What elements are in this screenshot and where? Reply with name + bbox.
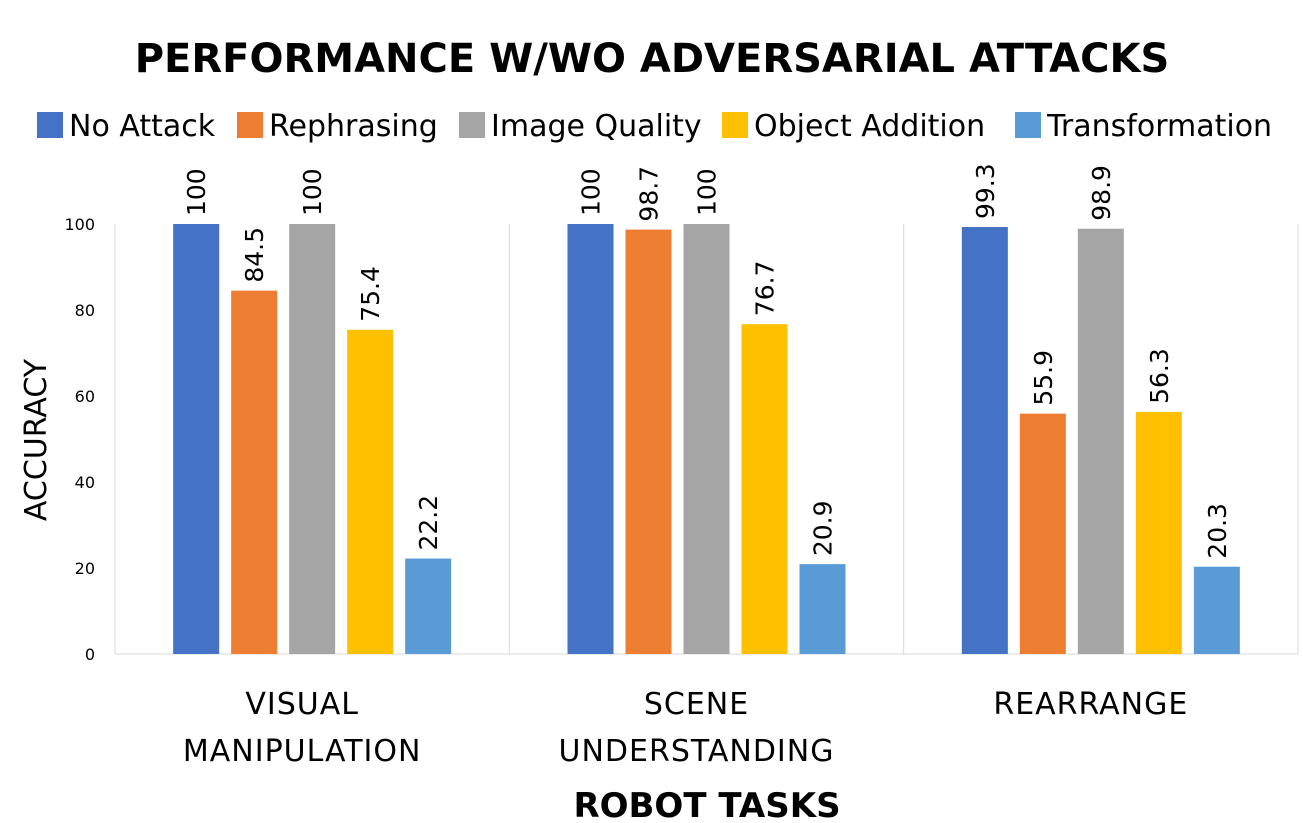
x-axis-title: ROBOT TASKS	[573, 786, 840, 823]
legend-label: No Attack	[69, 109, 216, 144]
category-label: VISUAL	[245, 687, 359, 722]
data-label: 100	[577, 168, 606, 216]
bar	[173, 224, 220, 654]
legend-label: Object Addition	[754, 109, 985, 144]
legend-label: Rephrasing	[269, 109, 438, 144]
data-label: 20.9	[809, 500, 838, 556]
category-label: MANIPULATION	[183, 734, 422, 769]
bar	[231, 290, 278, 654]
category-label: SCENE	[644, 687, 749, 722]
y-axis-title: ACCURACY	[19, 358, 54, 521]
bar	[683, 224, 730, 654]
data-label: 84.5	[240, 227, 269, 283]
legend-label: Image Quality	[491, 109, 702, 144]
chart-title: PERFORMANCE W/WO ADVERSARIAL ATTACKS	[135, 36, 1170, 82]
bar	[405, 558, 452, 654]
y-tick-label: 60	[75, 387, 95, 406]
y-tick-label: 100	[64, 215, 95, 234]
data-label: 75.4	[356, 266, 385, 322]
y-tick-label: 0	[85, 645, 95, 664]
y-tick-label: 80	[75, 301, 95, 320]
y-tick-label: 40	[75, 473, 95, 492]
legend-item: Image Quality	[459, 109, 702, 144]
data-label: 100	[693, 168, 722, 216]
legend-swatch	[37, 112, 63, 138]
x-axis: VISUAL MANIPULATION SCENE UNDERSTANDING REAR…	[183, 687, 1188, 769]
data-label: 99.3	[971, 163, 1000, 219]
legend-item: Object Addition	[722, 109, 985, 144]
legend-item: Transformation	[1015, 109, 1272, 144]
legend-label: Transformation	[1046, 109, 1272, 144]
legend: No Attack Rephrasing Image Quality Object A…	[37, 109, 1272, 144]
legend-item: Rephrasing	[237, 109, 438, 144]
bars	[173, 224, 1240, 655]
bar	[625, 229, 672, 654]
data-label: 22.2	[414, 495, 443, 551]
legend-swatch	[459, 112, 485, 138]
data-labels: 100 84.5 100 75.4 22.2 100 98.7 100 76.7 20.9 99.3…	[182, 163, 1232, 558]
bar	[741, 324, 788, 654]
data-label: 56.3	[1145, 348, 1174, 404]
bar	[289, 224, 336, 654]
legend-swatch	[722, 112, 748, 138]
bar	[1077, 228, 1124, 655]
legend-item: No Attack	[37, 109, 216, 144]
bar	[567, 224, 614, 654]
category-label: UNDERSTANDING	[559, 734, 835, 769]
data-label: 100	[298, 168, 327, 216]
bar	[799, 564, 846, 654]
data-label: 20.3	[1203, 503, 1232, 559]
category-label: REARRANGE	[993, 687, 1188, 722]
bar	[961, 227, 1008, 654]
bar	[1135, 411, 1182, 654]
bar	[1019, 413, 1066, 654]
data-label: 100	[182, 168, 211, 216]
data-label: 98.7	[635, 166, 664, 222]
bar	[1193, 566, 1240, 654]
data-label: 76.7	[751, 261, 780, 317]
y-axis: 0 20 40 60 80 100	[64, 215, 95, 664]
legend-swatch	[237, 112, 263, 138]
y-tick-label: 20	[75, 559, 95, 578]
legend-swatch	[1015, 112, 1041, 138]
bar	[347, 329, 394, 654]
data-label: 55.9	[1029, 350, 1058, 406]
data-label: 98.9	[1087, 165, 1116, 221]
